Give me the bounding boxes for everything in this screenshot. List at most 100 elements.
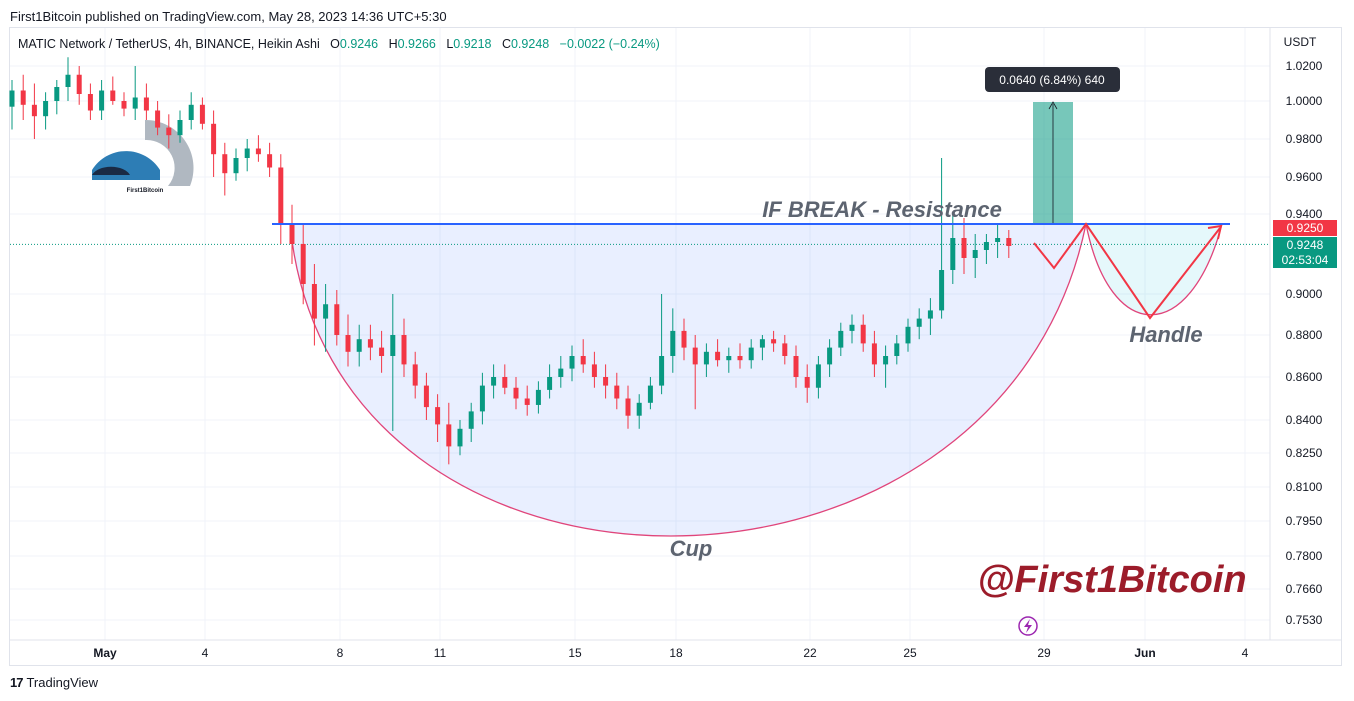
candle xyxy=(591,351,597,388)
candle xyxy=(883,345,889,388)
candle xyxy=(838,322,844,356)
time-tick-label: Jun xyxy=(1134,646,1155,660)
current-price-label-bg xyxy=(1273,237,1337,268)
candle-body xyxy=(323,304,329,319)
candle-body xyxy=(367,339,373,348)
publish-header: First1Bitcoin published on TradingView.c… xyxy=(10,9,447,24)
candle-body xyxy=(659,356,665,386)
candle xyxy=(771,330,777,352)
candle xyxy=(927,298,933,335)
cup-curve xyxy=(289,223,1087,537)
candle-body xyxy=(827,347,833,365)
candle-body xyxy=(961,238,967,258)
candle-body xyxy=(983,242,989,250)
candle xyxy=(759,335,765,361)
candle-body xyxy=(916,318,922,327)
candle xyxy=(300,224,306,305)
candle xyxy=(401,318,407,377)
candle xyxy=(681,318,687,361)
candle xyxy=(244,139,250,172)
candle-body xyxy=(771,339,777,344)
footer: 17 TradingView xyxy=(10,675,98,690)
close-value: 0.9248 xyxy=(510,37,550,51)
grid-lines xyxy=(10,28,1270,640)
candle xyxy=(659,294,665,395)
time-tick-label: 22 xyxy=(803,646,817,660)
candle-body xyxy=(502,377,508,388)
candle-body xyxy=(524,398,530,405)
candle xyxy=(390,294,396,431)
candle-body xyxy=(401,335,407,365)
candle xyxy=(166,114,172,149)
logo-dark-arc xyxy=(92,166,130,175)
candle xyxy=(54,80,60,115)
candle-body xyxy=(1006,238,1012,246)
candle-body xyxy=(435,407,441,425)
price-tick-label: 0.7950 xyxy=(1286,514,1323,528)
candle-body xyxy=(849,324,855,331)
candle xyxy=(446,402,452,465)
price-tick-label: 0.9600 xyxy=(1286,170,1323,184)
candle xyxy=(76,66,82,105)
candle xyxy=(323,284,329,352)
candle-body xyxy=(334,304,340,335)
candle-body xyxy=(580,356,586,365)
time-tick-label: 8 xyxy=(337,646,344,660)
candle-body xyxy=(222,154,228,174)
candle xyxy=(199,97,205,130)
candle-body xyxy=(894,343,900,356)
price-tick-label: 0.8400 xyxy=(1286,413,1323,427)
first1bitcoin-logo-icon: First1Bitcoin xyxy=(92,119,194,194)
candle xyxy=(905,318,911,352)
candle xyxy=(188,92,194,130)
candle xyxy=(222,142,228,196)
candle-body xyxy=(703,351,709,365)
price-tick-label: 0.8800 xyxy=(1286,328,1323,342)
candle xyxy=(995,224,1001,258)
candle-body xyxy=(950,238,956,270)
candle xyxy=(535,381,541,414)
candle xyxy=(513,377,519,410)
candle-body xyxy=(927,310,933,319)
candle-body xyxy=(535,389,541,405)
candle-body xyxy=(838,330,844,348)
logo-grey-arc xyxy=(145,119,194,186)
candle xyxy=(121,92,127,117)
candle-body xyxy=(20,90,26,105)
measure-label-bg xyxy=(985,67,1120,92)
candle xyxy=(43,92,49,130)
candle xyxy=(916,308,922,340)
candle-body xyxy=(905,326,911,344)
logo-caption: First1Bitcoin xyxy=(127,188,164,194)
candle-body xyxy=(748,347,754,361)
candle xyxy=(334,290,340,346)
price-tick-label: 0.8100 xyxy=(1286,480,1323,494)
open-value: 0.9246 xyxy=(339,37,379,51)
candle-body xyxy=(356,339,362,352)
candle xyxy=(692,335,698,410)
countdown-label: 02:53:04 xyxy=(1282,253,1329,267)
candle xyxy=(267,142,273,177)
candle xyxy=(87,83,93,120)
candle xyxy=(670,308,676,373)
low-value: 0.9218 xyxy=(453,37,492,51)
price-tick-label: 0.7660 xyxy=(1286,582,1323,596)
candle-body xyxy=(625,398,631,416)
candle xyxy=(558,356,564,388)
candle xyxy=(961,218,967,274)
candle xyxy=(1006,230,1012,258)
candle-body xyxy=(591,364,597,377)
price-tick-label: 0.9800 xyxy=(1286,132,1323,146)
candle xyxy=(636,394,642,429)
current-price-label: 0.9248 xyxy=(1287,238,1324,252)
candle xyxy=(815,356,821,399)
candle-body xyxy=(939,270,945,311)
candle xyxy=(177,110,183,143)
candle xyxy=(793,345,799,388)
candle-body xyxy=(65,74,71,87)
time-tick-label: 29 xyxy=(1037,646,1051,660)
tradingview-brand[interactable]: TradingView xyxy=(26,675,99,690)
low-label: L xyxy=(446,37,454,51)
candle xyxy=(726,347,732,373)
